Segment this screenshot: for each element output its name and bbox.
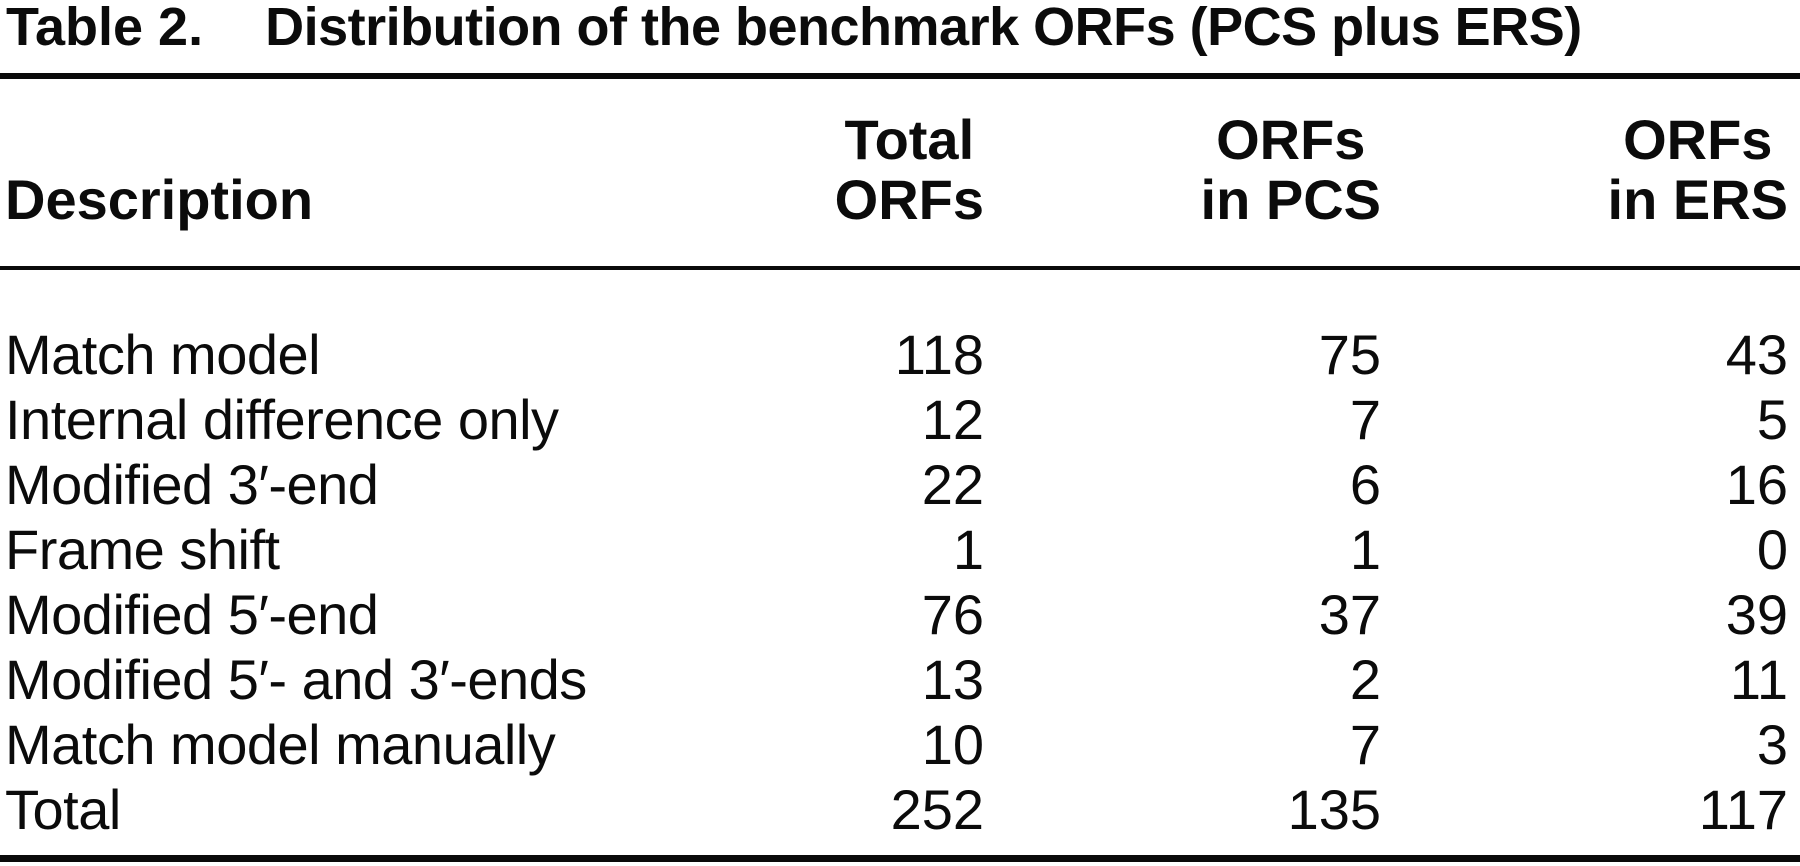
total-orfs-cell: 12: [921, 388, 984, 451]
orfs-in-pcs-cell: 7: [1349, 713, 1381, 776]
orfs-in-pcs-column-header: ORFs in PCS: [1000, 0, 1395, 270]
table-row: Frame shift 1 1 0: [0, 517, 1800, 582]
orfs-in-ers-cell: 3: [1756, 713, 1788, 776]
orfs-in-ers-cell: 0: [1756, 518, 1788, 581]
orf-distribution-table: Description Total ORFs ORFs in PCS ORFs: [0, 0, 1800, 842]
description-column-header: Description: [0, 0, 660, 270]
total-orfs-header-stack: Total ORFs: [835, 110, 984, 230]
orfs-in-ers-cell: 11: [1729, 648, 1788, 711]
orfs-in-ers-cell: 117: [1698, 778, 1788, 841]
table-row: Match model manually 10 7 3: [0, 712, 1800, 777]
header-row: Description Total ORFs ORFs in PCS ORFs: [0, 0, 1800, 270]
orfs-in-pcs-header-line1: ORFs: [1216, 108, 1366, 171]
total-orfs-header-line2: ORFs: [834, 168, 984, 231]
total-orfs-cell: 22: [921, 453, 984, 516]
total-orfs-cell: 76: [921, 583, 984, 646]
total-orfs-cell: 10: [921, 713, 984, 776]
table-row: Modified 3′-end 22 6 16: [0, 452, 1800, 517]
total-orfs-header-line1: Total: [844, 108, 975, 171]
orfs-in-pcs-cell: 1: [1349, 518, 1381, 581]
total-orfs-cell: 252: [890, 778, 984, 841]
orfs-in-ers-header-line1: ORFs: [1623, 108, 1773, 171]
orfs-in-ers-cell: 43: [1725, 323, 1788, 386]
orfs-in-ers-column-header: ORFs in ERS: [1395, 0, 1800, 270]
orfs-in-pcs-cell: 6: [1349, 453, 1381, 516]
description-cell: Modified 3′-end: [5, 453, 379, 516]
total-orfs-cell: 13: [921, 648, 984, 711]
orfs-in-ers-header-line2: in ERS: [1607, 168, 1788, 231]
table-body: Match model 118 75 43 Internal differenc…: [0, 268, 1800, 842]
description-cell: Frame shift: [5, 518, 280, 581]
table-row-total: Total 252 135 117: [0, 777, 1800, 842]
total-orfs-column-header: Total ORFs: [660, 0, 1000, 270]
table-row: Modified 5′-end 76 37 39: [0, 582, 1800, 647]
orfs-in-ers-cell: 5: [1756, 388, 1788, 451]
total-orfs-cell: 1: [952, 518, 984, 581]
bottom-rule: [0, 855, 1800, 862]
description-cell: Total: [5, 778, 121, 841]
orfs-in-pcs-cell: 2: [1349, 648, 1381, 711]
orfs-in-pcs-header-stack: ORFs in PCS: [1201, 110, 1381, 230]
orfs-in-pcs-cell: 75: [1318, 323, 1381, 386]
description-cell: Modified 5′- and 3′-ends: [5, 648, 587, 711]
total-orfs-cell: 118: [894, 323, 984, 386]
table-row: Internal difference only 12 7 5: [0, 387, 1800, 452]
description-cell: Match model manually: [5, 713, 556, 776]
orfs-in-pcs-cell: 37: [1318, 583, 1381, 646]
table-row: Match model 118 75 43: [0, 268, 1800, 387]
orfs-in-ers-header-stack: ORFs in ERS: [1608, 110, 1788, 230]
description-cell: Modified 5′-end: [5, 583, 379, 646]
orfs-in-ers-cell: 16: [1725, 453, 1788, 516]
table-row: Modified 5′- and 3′-ends 13 2 11: [0, 647, 1800, 712]
table-header: Description Total ORFs ORFs in PCS ORFs: [0, 0, 1800, 270]
description-cell: Internal difference only: [5, 388, 559, 451]
orfs-in-pcs-cell: 7: [1349, 388, 1381, 451]
orfs-in-pcs-header-line2: in PCS: [1200, 168, 1381, 231]
orfs-in-pcs-cell: 135: [1287, 778, 1381, 841]
orfs-in-ers-cell: 39: [1725, 583, 1788, 646]
description-cell: Match model: [5, 323, 321, 386]
